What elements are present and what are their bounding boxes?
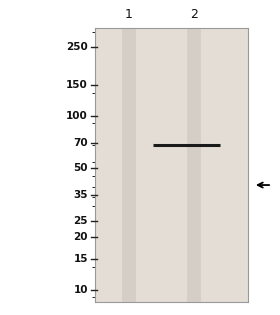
Text: 70: 70 <box>73 138 88 148</box>
Text: 10: 10 <box>73 285 88 295</box>
Text: 50: 50 <box>73 163 88 173</box>
Text: 100: 100 <box>66 111 88 121</box>
Text: 1: 1 <box>125 9 133 21</box>
Text: 15: 15 <box>73 254 88 264</box>
Text: 250: 250 <box>66 42 88 52</box>
Text: 35: 35 <box>73 190 88 200</box>
Text: 2: 2 <box>190 9 199 21</box>
Text: 20: 20 <box>73 232 88 242</box>
Text: 150: 150 <box>66 80 88 90</box>
Text: 25: 25 <box>73 215 88 226</box>
